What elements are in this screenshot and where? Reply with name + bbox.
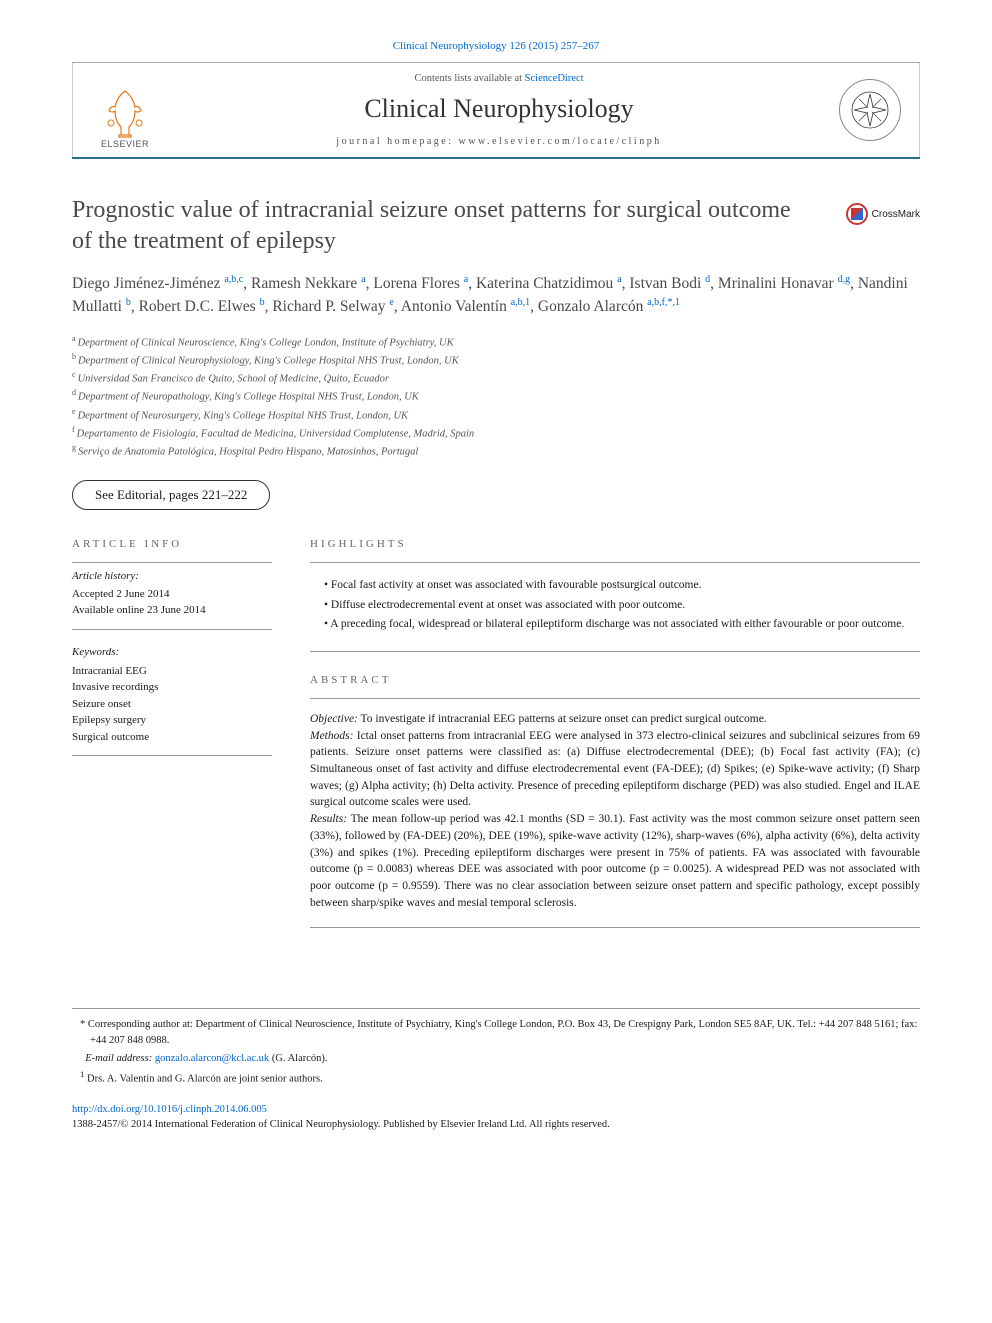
corresponding-author-note: * Corresponding author at: Department of… (72, 1017, 920, 1049)
crossmark-label: CrossMark (872, 209, 920, 220)
author-list: Diego Jiménez-Jiménez a,b,c, Ramesh Nekk… (72, 273, 920, 318)
article-history: Article history: Accepted 2 June 2014 Av… (72, 562, 272, 630)
email-link[interactable]: gonzalo.alarcon@kcl.ac.uk (155, 1053, 269, 1064)
methods-label: Methods: (310, 730, 353, 742)
publisher-name: ELSEVIER (101, 139, 149, 149)
affiliation-item: eDepartment of Neurosurgery, King's Coll… (72, 406, 920, 424)
crossmark-icon (846, 203, 868, 225)
article-info-heading: ARTICLE INFO (72, 538, 272, 550)
editorial-link-box[interactable]: See Editorial, pages 221–222 (72, 480, 270, 510)
highlights-box: Focal fast activity at onset was associa… (310, 562, 920, 652)
affiliation-item: bDepartment of Clinical Neurophysiology,… (72, 351, 920, 369)
keyword-item: Seizure onset (72, 696, 272, 713)
homepage-url[interactable]: www.elsevier.com/locate/clinph (459, 136, 662, 147)
senior-authors-note: 1 Drs. A. Valentín and G. Alarcón are jo… (72, 1068, 920, 1087)
compass-icon (850, 90, 890, 130)
email-line: E-mail address: gonzalo.alarcon@kcl.ac.u… (72, 1051, 920, 1067)
affiliation-item: cUniversidad San Francisco de Quito, Sch… (72, 369, 920, 387)
highlight-item: Diffuse electrodecremental event at onse… (324, 597, 920, 614)
highlights-heading: HIGHLIGHTS (310, 538, 920, 550)
tree-icon (101, 87, 149, 139)
footnotes: * Corresponding author at: Department of… (72, 1008, 920, 1133)
highlight-item: A preceding focal, widespread or bilater… (324, 616, 920, 633)
homepage-line: journal homepage: www.elsevier.com/locat… (159, 136, 839, 147)
history-label: Article history: (72, 569, 272, 585)
journal-title: Clinical Neurophysiology (159, 94, 839, 124)
results-label: Results: (310, 813, 347, 825)
elsevier-logo[interactable]: ELSEVIER (91, 71, 159, 149)
crossmark-badge[interactable]: CrossMark (846, 203, 920, 225)
email-suffix: (G. Alarcón). (269, 1053, 327, 1064)
keyword-item: Epilepsy surgery (72, 712, 272, 729)
keywords-label: Keywords: (72, 644, 272, 661)
affiliation-item: fDepartamento de Fisiología, Facultad de… (72, 424, 920, 442)
abstract-heading: ABSTRACT (310, 674, 920, 686)
copyright-line: 1388-2457/© 2014 International Federatio… (72, 1117, 920, 1133)
contents-line: Contents lists available at ScienceDirec… (159, 73, 839, 84)
doi-link[interactable]: http://dx.doi.org/10.1016/j.clinph.2014.… (72, 1104, 267, 1115)
homepage-pre: journal homepage: (336, 136, 458, 147)
keyword-item: Invasive recordings (72, 679, 272, 696)
abstract-box: Objective: To investigate if intracrania… (310, 698, 920, 928)
accepted-date: Accepted 2 June 2014 (72, 587, 272, 603)
keywords-block: Keywords: Intracranial EEGInvasive recor… (72, 644, 272, 756)
article-title: Prognostic value of intracranial seizure… (72, 195, 812, 257)
objective-label: Objective: (310, 713, 358, 725)
masthead-container: ELSEVIER Contents lists available at Sci… (72, 62, 920, 159)
affiliation-item: aDepartment of Clinical Neuroscience, Ki… (72, 333, 920, 351)
affiliation-item: gServiço de Anatomia Patológica, Hospita… (72, 442, 920, 460)
keyword-item: Surgical outcome (72, 729, 272, 746)
objective-text: To investigate if intracranial EEG patte… (358, 713, 767, 725)
journal-reference[interactable]: Clinical Neurophysiology 126 (2015) 257–… (72, 40, 920, 52)
email-label: E-mail address: (85, 1053, 155, 1064)
sciencedirect-link[interactable]: ScienceDirect (525, 73, 584, 84)
corr-text: Corresponding author at: Department of C… (85, 1019, 917, 1046)
methods-text: Ictal onset patterns from intracranial E… (310, 730, 920, 809)
note1-text: Drs. A. Valentín and G. Alarcón are join… (84, 1074, 322, 1085)
contents-pre: Contents lists available at (414, 73, 524, 84)
affiliations-list: aDepartment of Clinical Neuroscience, Ki… (72, 333, 920, 461)
highlight-item: Focal fast activity at onset was associa… (324, 577, 920, 594)
online-date: Available online 23 June 2014 (72, 603, 272, 619)
society-logo (839, 79, 901, 141)
affiliation-item: dDepartment of Neuropathology, King's Co… (72, 387, 920, 405)
results-text: The mean follow-up period was 42.1 month… (310, 813, 920, 908)
keyword-item: Intracranial EEG (72, 663, 272, 680)
